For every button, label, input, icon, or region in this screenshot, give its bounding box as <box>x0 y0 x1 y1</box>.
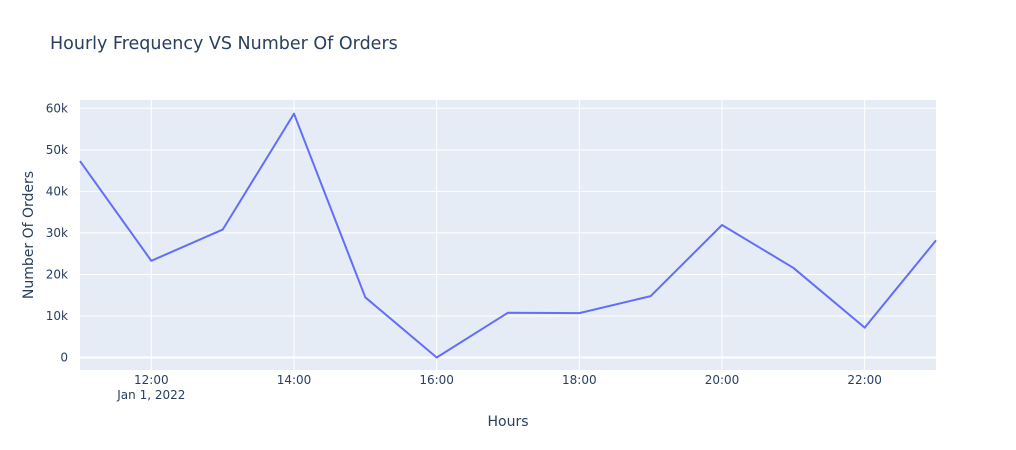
y-tick-label: 40k <box>46 184 68 198</box>
plot-area <box>80 100 936 370</box>
x-tick-label: 20:00 <box>705 373 740 387</box>
series-layer <box>79 112 937 359</box>
x-tick-label: 14:00 <box>277 373 312 387</box>
x-axis-title: Hours <box>487 414 528 430</box>
y-tick-label: 0 <box>60 351 68 365</box>
y-tick-label: 50k <box>46 143 68 157</box>
y-axis-title: Number Of Orders <box>21 171 37 299</box>
y-tick-label: 20k <box>46 267 68 281</box>
y-tick-label: 10k <box>46 309 68 323</box>
y-axis-ticks: 0 10k 20k 30k 40k 50k 60k <box>46 101 68 364</box>
x-tick-label: 12:00 <box>134 373 169 387</box>
y-tick-label: 30k <box>46 226 68 240</box>
x-tick-sublabel: Jan 1, 2022 <box>116 388 185 402</box>
x-tick-label: 22:00 <box>847 373 882 387</box>
x-tick-label: 18:00 <box>562 373 597 387</box>
grid-lines <box>80 100 936 370</box>
series-line <box>79 112 937 359</box>
x-tick-label: 16:00 <box>419 373 454 387</box>
chart-title: Hourly Frequency VS Number Of Orders <box>50 34 398 54</box>
y-tick-label: 60k <box>46 101 68 115</box>
